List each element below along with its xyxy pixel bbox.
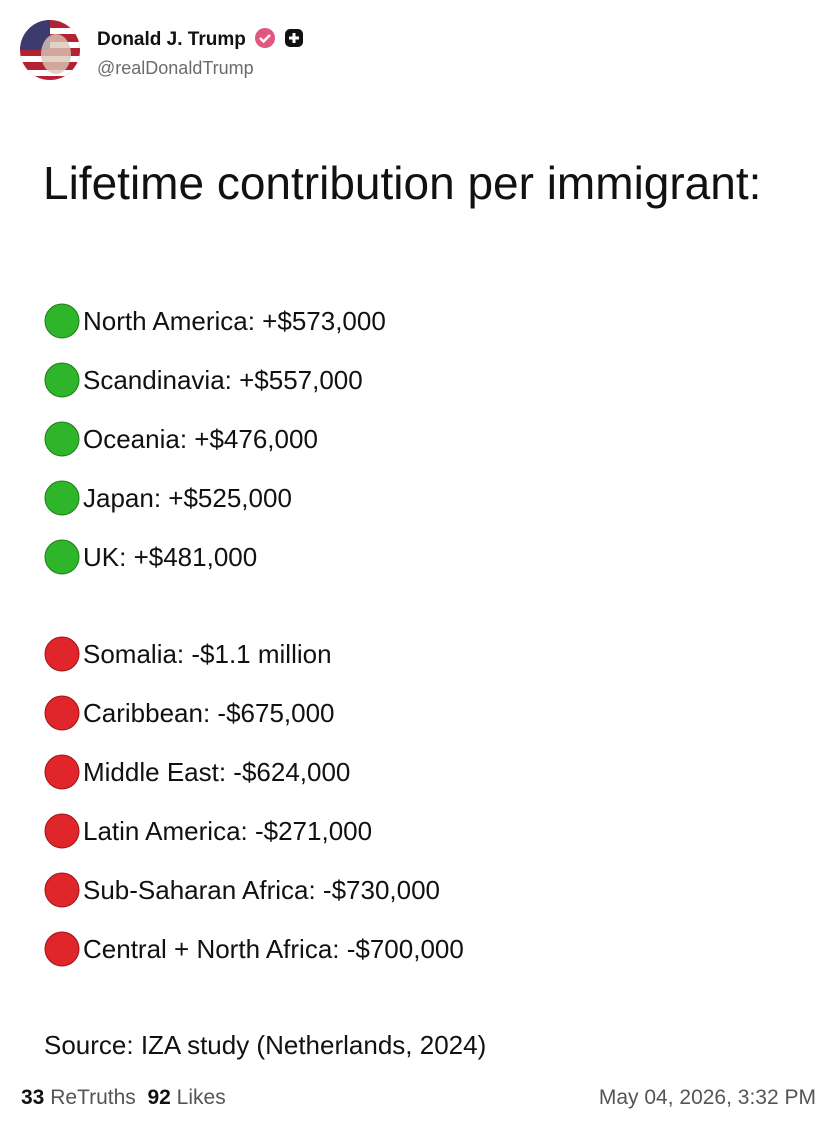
- dot: [44, 480, 80, 516]
- item-text: Somalia: -$1.1 million: [83, 638, 332, 669]
- retruths-count[interactable]: 33: [21, 1086, 45, 1109]
- list-item: Caribbean: -$675,000: [44, 693, 335, 733]
- retruths-label[interactable]: ReTruths: [50, 1086, 136, 1109]
- status-dot: [44, 636, 80, 672]
- status-dot: [44, 754, 80, 790]
- likes-label[interactable]: Likes: [176, 1086, 226, 1109]
- dot: [44, 421, 80, 457]
- author-handle[interactable]: @realDonaldTrump: [97, 58, 254, 78]
- source: Source: IZA study (Netherlands, 2024): [44, 1030, 487, 1060]
- stats: 33 ReTruths 92 Likes: [21, 1086, 226, 1110]
- item-text: Central + North Africa: -$700,000: [83, 933, 464, 964]
- avatar-stripe: [20, 70, 80, 76]
- status-dot: [44, 813, 80, 849]
- item-text: Caribbean: -$675,000: [83, 697, 335, 728]
- list-item: Somalia: -$1.1 million: [44, 634, 332, 674]
- list-item: Japan: +$525,000: [44, 478, 292, 518]
- status-dot: [44, 931, 80, 967]
- item-text: Oceania: +$476,000: [83, 423, 318, 454]
- author-name[interactable]: Donald J. Trump: [97, 27, 304, 51]
- list-item: North America: +$573,000: [44, 301, 386, 341]
- avatar-face: [41, 34, 71, 74]
- dot: [44, 754, 80, 790]
- list-item: Sub-Saharan Africa: -$730,000: [44, 870, 440, 910]
- avatar[interactable]: [20, 20, 80, 80]
- list-item: Oceania: +$476,000: [44, 419, 318, 459]
- verified-badge: [255, 28, 276, 48]
- dot: [44, 539, 80, 575]
- likes-count[interactable]: 92: [147, 1086, 171, 1109]
- dot: [44, 931, 80, 967]
- post-title: Lifetime contribution per immigrant:: [43, 157, 762, 209]
- item-text: Scandinavia: +$557,000: [83, 364, 363, 395]
- dot: [44, 636, 80, 672]
- list-item: Central + North Africa: -$700,000: [44, 929, 464, 969]
- item-text: Middle East: -$624,000: [83, 756, 351, 787]
- item-text: UK: +$481,000: [83, 541, 258, 572]
- author-name-text[interactable]: Donald J. Trump: [97, 29, 246, 50]
- item-text: North America: +$573,000: [83, 305, 386, 336]
- status-dot: [44, 480, 80, 516]
- dot: [44, 872, 80, 908]
- status-dot: [44, 539, 80, 575]
- status-dot: [44, 695, 80, 731]
- list-item: Middle East: -$624,000: [44, 752, 350, 792]
- dot: [44, 362, 80, 398]
- item-text: Japan: +$525,000: [83, 482, 292, 513]
- truth-icon: [285, 29, 304, 47]
- timestamp[interactable]: May 04, 2026, 3:32 PM: [598, 1086, 816, 1109]
- item-text: Latin America: -$271,000: [83, 815, 373, 846]
- list-item: Scandinavia: +$557,000: [44, 360, 363, 400]
- list-item: UK: +$481,000: [44, 537, 257, 577]
- dot: [44, 813, 80, 849]
- dot: [44, 695, 80, 731]
- list-item: Latin America: -$271,000: [44, 811, 372, 851]
- status-dot: [44, 872, 80, 908]
- dot: [44, 303, 80, 339]
- item-text: Sub-Saharan Africa: -$730,000: [83, 874, 441, 905]
- status-dot: [44, 362, 80, 398]
- status-dot: [44, 421, 80, 457]
- status-dot: [44, 303, 80, 339]
